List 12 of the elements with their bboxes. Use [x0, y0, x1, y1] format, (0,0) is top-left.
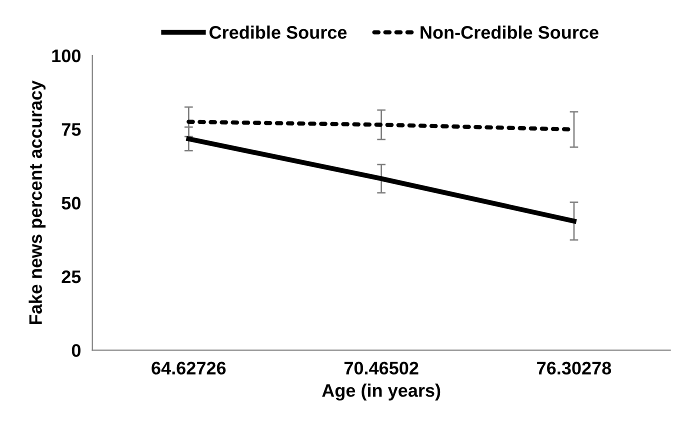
- legend-label: Non-Credible Source: [420, 26, 598, 39]
- x-axis-title: Age (in years): [322, 384, 440, 401]
- y-axis-title: Fake news percent accuracy: [28, 80, 46, 324]
- y-tick-label: 100: [52, 49, 80, 62]
- y-tick-label: 25: [62, 270, 81, 284]
- x-tick-label: 64.62726: [152, 362, 226, 375]
- legend-label: Credible Source: [210, 26, 347, 39]
- x-tick-label: 76.30278: [537, 362, 612, 375]
- y-tick-label: 50: [62, 196, 80, 210]
- x-tick-label: 70.46502: [344, 362, 418, 375]
- y-tick-label: 75: [62, 123, 81, 136]
- y-tick-label: 0: [72, 344, 80, 357]
